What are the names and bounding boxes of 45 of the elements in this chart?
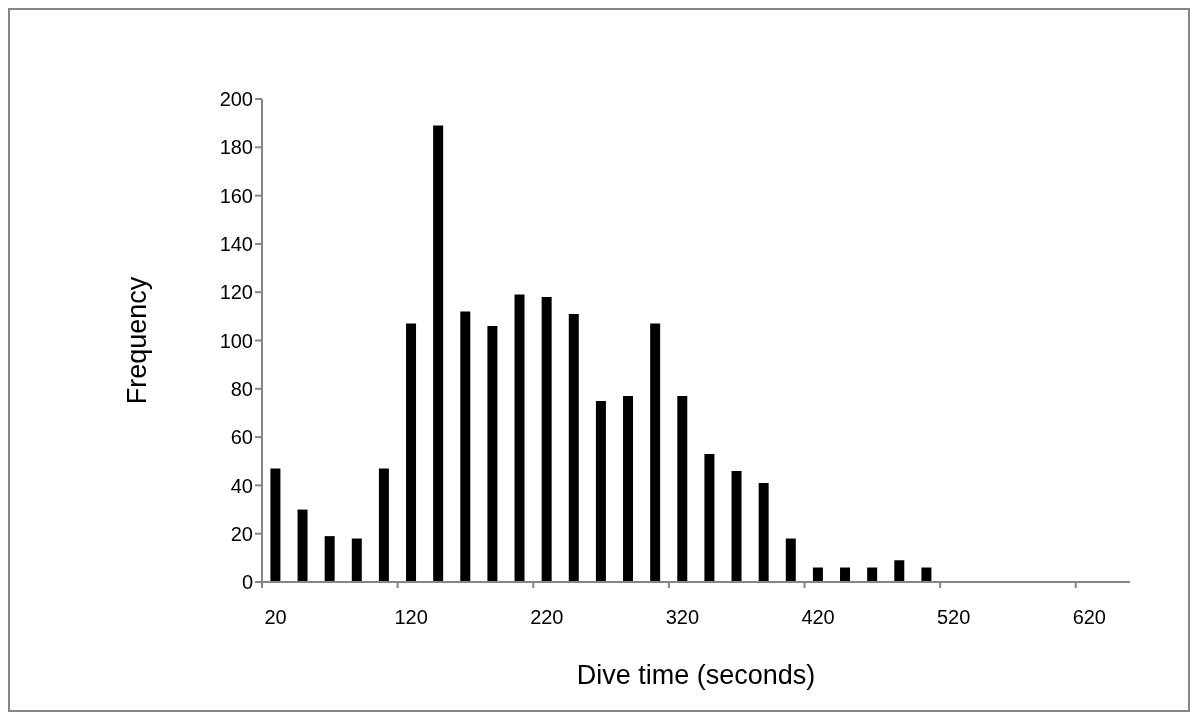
y-tick-label: 180: [219, 136, 253, 159]
bar: [867, 567, 878, 582]
bar: [650, 323, 661, 582]
x-axis-title: Dive time (seconds): [576, 660, 816, 690]
bar: [378, 468, 389, 582]
bar: [595, 400, 606, 582]
bar: [460, 311, 471, 582]
bar: [406, 323, 417, 582]
bar: [541, 297, 552, 582]
y-tick-label: 140: [219, 233, 253, 255]
bar: [812, 567, 823, 582]
y-tick-label: 120: [219, 281, 253, 304]
x-tick-label: 320: [665, 606, 700, 628]
bar: [514, 294, 525, 582]
x-tick-label: 120: [394, 606, 428, 628]
x-tick-label: 420: [801, 606, 835, 628]
bar: [758, 482, 769, 582]
y-tick-label: 200: [219, 88, 253, 111]
y-tick-label: 40: [230, 474, 253, 497]
bar: [921, 567, 932, 582]
bar: [894, 560, 905, 582]
bar: [785, 538, 796, 582]
bar: [840, 567, 851, 582]
bar: [433, 125, 444, 582]
bar: [487, 326, 498, 582]
bar: [351, 538, 362, 582]
y-tick-label: 0: [241, 571, 253, 594]
bar: [623, 396, 634, 582]
x-tick-label: 20: [264, 606, 287, 628]
x-tick-label: 620: [1072, 606, 1106, 628]
y-tick-label: 80: [230, 377, 253, 400]
y-axis-title: Frequency: [121, 276, 152, 405]
bar: [677, 396, 688, 582]
x-tick-label: 220: [530, 606, 564, 628]
y-tick-label: 60: [230, 426, 253, 449]
bar: [324, 536, 335, 582]
bar: [568, 313, 579, 582]
y-tick-label: 20: [230, 522, 253, 545]
bar: [731, 470, 742, 582]
x-tick-label: 520: [937, 606, 971, 628]
y-tick-label: 160: [219, 184, 253, 207]
bar: [704, 454, 715, 582]
bar: [297, 509, 308, 582]
bar: [270, 468, 281, 582]
y-tick-label: 100: [219, 329, 253, 352]
